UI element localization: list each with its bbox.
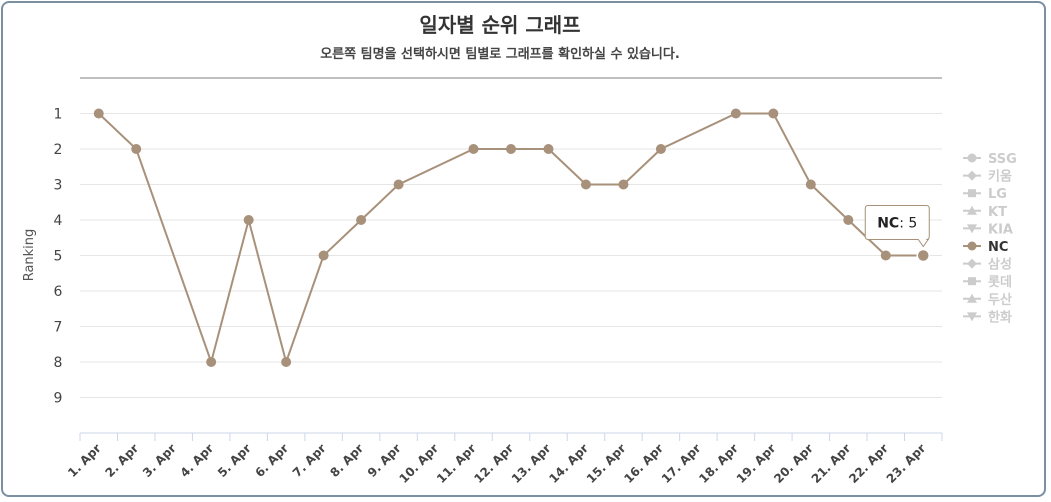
x-tick-label: 14. Apr <box>546 441 591 486</box>
data-point[interactable] <box>543 144 554 154</box>
x-tick-label: 20. Apr <box>771 441 816 486</box>
series-line <box>98 112 924 366</box>
data-point[interactable] <box>805 179 816 190</box>
legend-marker-icon <box>967 258 977 269</box>
legend-label: KIA <box>988 222 1013 237</box>
data-point[interactable] <box>356 215 367 225</box>
data-point[interactable] <box>655 144 666 154</box>
data-point[interactable] <box>206 357 217 367</box>
series-nc[interactable] <box>93 108 931 368</box>
legend-item-6[interactable]: 삼성 <box>963 257 1012 273</box>
data-point[interactable] <box>843 215 854 225</box>
y-axis-ticks: 1 2 3 4 5 6 7 8 9 <box>54 107 63 407</box>
tooltip-box <box>864 205 930 248</box>
data-point[interactable] <box>880 250 891 261</box>
data-point[interactable] <box>281 357 292 367</box>
legend-marker-icon <box>968 189 976 198</box>
legend-marker-icon <box>967 170 977 181</box>
y-axis-label: Ranking <box>22 229 37 282</box>
x-tick-label: 1. Apr <box>65 441 104 480</box>
x-tick-label: 13. Apr <box>509 441 554 486</box>
y-tick-label: 8 <box>54 355 63 371</box>
x-tick-label: 8. Apr <box>327 441 366 480</box>
x-tick-label: 3. Apr <box>140 441 179 480</box>
legend-label: 두산 <box>988 292 1012 308</box>
data-point[interactable] <box>618 179 629 190</box>
x-tick-label: 17. Apr <box>659 441 704 486</box>
data-point[interactable] <box>730 108 741 119</box>
legend-marker-icon <box>967 312 977 322</box>
legend-item-1[interactable]: 키움 <box>963 169 1012 185</box>
legend-marker-icon <box>967 224 977 234</box>
x-tick-label: 11. Apr <box>434 441 479 486</box>
x-tick-label: 19. Apr <box>734 441 779 486</box>
x-tick-label: 18. Apr <box>696 441 741 486</box>
x-tick-label: 4. Apr <box>177 441 216 480</box>
data-point[interactable] <box>468 144 479 154</box>
x-tick-label: 15. Apr <box>584 441 629 486</box>
legend-item-3[interactable]: KT <box>963 205 1007 220</box>
data-point[interactable] <box>916 248 931 263</box>
legend-label: 삼성 <box>988 257 1012 273</box>
legend-item-5[interactable]: NC <box>963 240 1008 255</box>
y-tick-label: 5 <box>54 249 63 265</box>
y-tick-label: 6 <box>54 284 63 300</box>
tooltip-value: 5 <box>908 216 917 232</box>
tooltip-text: NC: 5 <box>877 216 917 232</box>
tooltip-separator: : <box>899 216 908 232</box>
data-point[interactable] <box>243 215 254 225</box>
legend-label: KT <box>988 205 1007 220</box>
legend-item-4[interactable]: KIA <box>963 222 1013 237</box>
y-tick-label: 3 <box>54 178 63 194</box>
legend-label: NC <box>988 240 1008 255</box>
data-point[interactable] <box>768 108 779 119</box>
chart-title: 일자별 순위 그래프 <box>419 13 580 37</box>
legend-marker-icon <box>968 277 976 286</box>
y-tick-label: 2 <box>54 142 63 158</box>
legend-label: 키움 <box>988 169 1012 185</box>
legend-marker-icon <box>967 205 977 215</box>
legend-label: 한화 <box>988 309 1012 325</box>
legend-label: SSG <box>988 152 1017 167</box>
x-tick-label: 16. Apr <box>621 441 666 486</box>
legend-marker-icon <box>967 153 977 163</box>
grid-lines <box>80 77 942 398</box>
tooltip-series-name: NC <box>877 216 899 232</box>
legend-item-8[interactable]: 두산 <box>963 292 1012 308</box>
x-tick-label: 22. Apr <box>846 441 891 486</box>
legend-item-9[interactable]: 한화 <box>963 309 1012 325</box>
y-tick-label: 7 <box>54 320 63 336</box>
data-point[interactable] <box>506 144 516 154</box>
x-tick-label: 7. Apr <box>290 441 329 480</box>
legend-marker-icon <box>967 241 977 251</box>
tooltip: NC: 5 <box>864 205 930 248</box>
legend-item-7[interactable]: 롯데 <box>963 275 1012 290</box>
x-tick-label: 12. Apr <box>471 441 516 486</box>
x-tick-label: 6. Apr <box>252 441 291 480</box>
x-tick-label: 23. Apr <box>884 441 929 486</box>
legend-label: LG <box>988 187 1007 202</box>
x-tick-label: 21. Apr <box>809 441 854 486</box>
legend-item-2[interactable]: LG <box>963 187 1007 202</box>
y-tick-label: 1 <box>54 107 63 123</box>
data-point[interactable] <box>131 144 142 154</box>
x-tick-label: 5. Apr <box>215 441 254 480</box>
x-tick-label: 10. Apr <box>396 441 441 486</box>
data-point[interactable] <box>393 179 404 190</box>
data-point[interactable] <box>93 108 104 119</box>
data-point[interactable] <box>318 250 329 261</box>
y-tick-label: 4 <box>54 213 63 229</box>
x-tick-label: 2. Apr <box>103 441 142 480</box>
chart-subtitle: 오른쪽 팀명을 선택하시면 팀별로 그래프를 확인하실 수 있습니다. <box>320 46 680 62</box>
legend-item-0[interactable]: SSG <box>963 152 1017 167</box>
y-tick-label: 9 <box>54 391 63 407</box>
data-point[interactable] <box>580 179 591 190</box>
legend-label: 롯데 <box>988 275 1012 290</box>
legend-marker-icon <box>967 293 977 303</box>
